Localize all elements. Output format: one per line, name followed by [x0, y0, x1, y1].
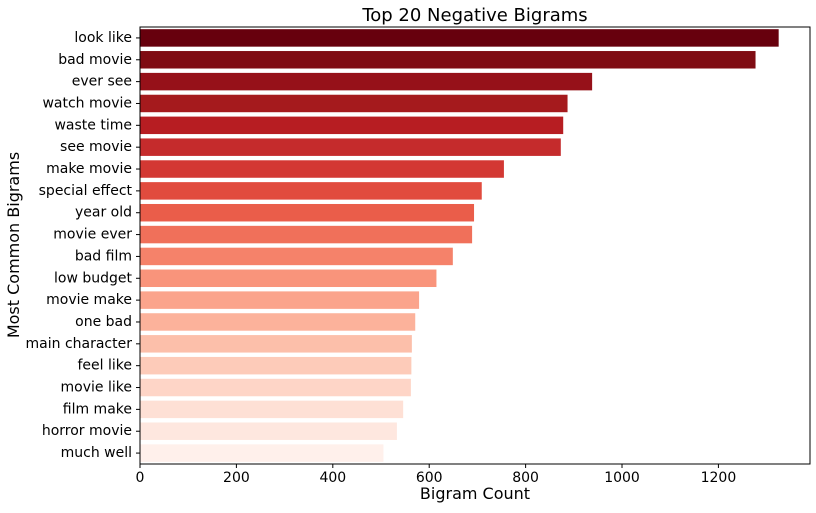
x-tick-label: 800	[512, 470, 539, 486]
y-tick-label: bad movie	[58, 52, 132, 68]
bar-see-movie	[140, 138, 561, 156]
y-tick-label: special effect	[39, 183, 133, 199]
y-tick-label: horror movie	[42, 423, 132, 439]
y-tick-label: much well	[61, 445, 132, 461]
chart-title: Top 20 Negative Bigrams	[361, 5, 587, 26]
y-tick-label: movie ever	[53, 227, 132, 243]
bar-bad-film	[140, 247, 453, 266]
bar-one-bad	[140, 313, 416, 331]
x-tick-label: 0	[136, 470, 145, 486]
y-tick-label: year old	[75, 205, 132, 221]
bar-watch-movie	[140, 94, 568, 113]
y-tick-label: film make	[63, 401, 132, 417]
bar-make-movie	[140, 160, 504, 178]
bar-movie-like	[140, 378, 411, 397]
y-tick-label: main character	[26, 336, 133, 352]
x-tick-label: 1200	[701, 470, 737, 486]
x-tick-label: 400	[319, 470, 346, 486]
y-tick-label: movie like	[61, 380, 132, 396]
x-axis-ticks: 0 200 400 600 800 1000 1200	[136, 464, 737, 486]
bar-film-make	[140, 400, 404, 419]
y-tick-label: make movie	[46, 161, 132, 177]
y-tick-label: one bad	[75, 314, 132, 330]
y-tick-label: waste time	[54, 117, 132, 133]
bars	[140, 29, 779, 462]
bar-main-character	[140, 335, 412, 353]
bar-year-old	[140, 203, 475, 222]
bar-feel-like	[140, 356, 412, 375]
y-tick-label: ever see	[72, 74, 132, 90]
y-tick-label: low budget	[54, 270, 133, 286]
y-tick-label: look like	[74, 30, 132, 46]
y-tick-label: watch movie	[42, 95, 132, 111]
y-tick-label: see movie	[60, 139, 132, 155]
bar-horror-movie	[140, 422, 397, 440]
plot-frame	[139, 26, 811, 465]
y-tick-labels: look like bad movie ever see watch movie was…	[26, 30, 140, 461]
bar-waste-time	[140, 116, 564, 135]
x-tick-label: 200	[223, 470, 250, 486]
bar-ever-see	[140, 72, 593, 91]
bar-look-like	[140, 29, 779, 47]
y-tick-label: bad film	[75, 248, 132, 264]
bar-low-budget	[140, 269, 437, 288]
bar-special-effect	[140, 182, 482, 200]
y-tick-label: movie make	[46, 292, 132, 308]
x-tick-label: 1000	[604, 470, 640, 486]
bar-much-well	[140, 444, 384, 462]
x-axis-title: Bigram Count	[420, 484, 530, 503]
bar-movie-make	[140, 291, 420, 309]
bar-bad-movie	[140, 51, 756, 69]
y-tick-label: feel like	[78, 358, 133, 374]
y-axis-title: Most Common Bigrams	[4, 152, 23, 338]
x-tick-label: 600	[416, 470, 443, 486]
bar-movie-ever	[140, 225, 473, 244]
